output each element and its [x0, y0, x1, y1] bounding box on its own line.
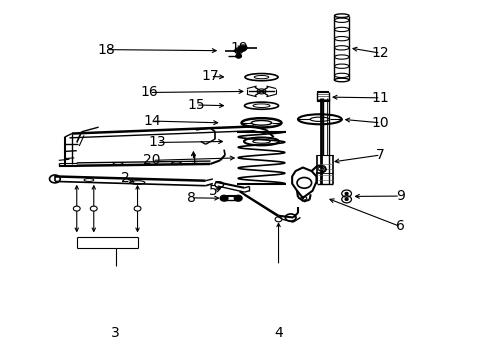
Text: 15: 15 — [187, 98, 204, 112]
Text: 9: 9 — [395, 189, 404, 203]
Text: 10: 10 — [371, 116, 388, 130]
Circle shape — [240, 46, 245, 50]
Text: 7: 7 — [375, 148, 384, 162]
Circle shape — [236, 55, 240, 58]
Circle shape — [345, 193, 347, 195]
Text: 16: 16 — [141, 85, 158, 99]
Circle shape — [234, 195, 242, 201]
Text: 8: 8 — [186, 191, 195, 205]
Text: 19: 19 — [230, 41, 248, 55]
Text: 1: 1 — [189, 153, 198, 167]
Circle shape — [345, 198, 347, 201]
Text: 6: 6 — [395, 220, 404, 233]
Text: 17: 17 — [201, 69, 219, 84]
Text: 14: 14 — [143, 114, 161, 128]
Text: 12: 12 — [371, 46, 388, 60]
Text: 11: 11 — [371, 91, 389, 105]
Text: 4: 4 — [274, 326, 283, 340]
Text: 2: 2 — [121, 171, 129, 185]
Circle shape — [220, 195, 227, 201]
Text: 18: 18 — [97, 42, 115, 57]
Circle shape — [236, 49, 241, 53]
Text: 5: 5 — [208, 184, 217, 198]
Text: 20: 20 — [143, 153, 161, 167]
Text: 3: 3 — [111, 326, 120, 340]
Text: 13: 13 — [148, 135, 165, 149]
